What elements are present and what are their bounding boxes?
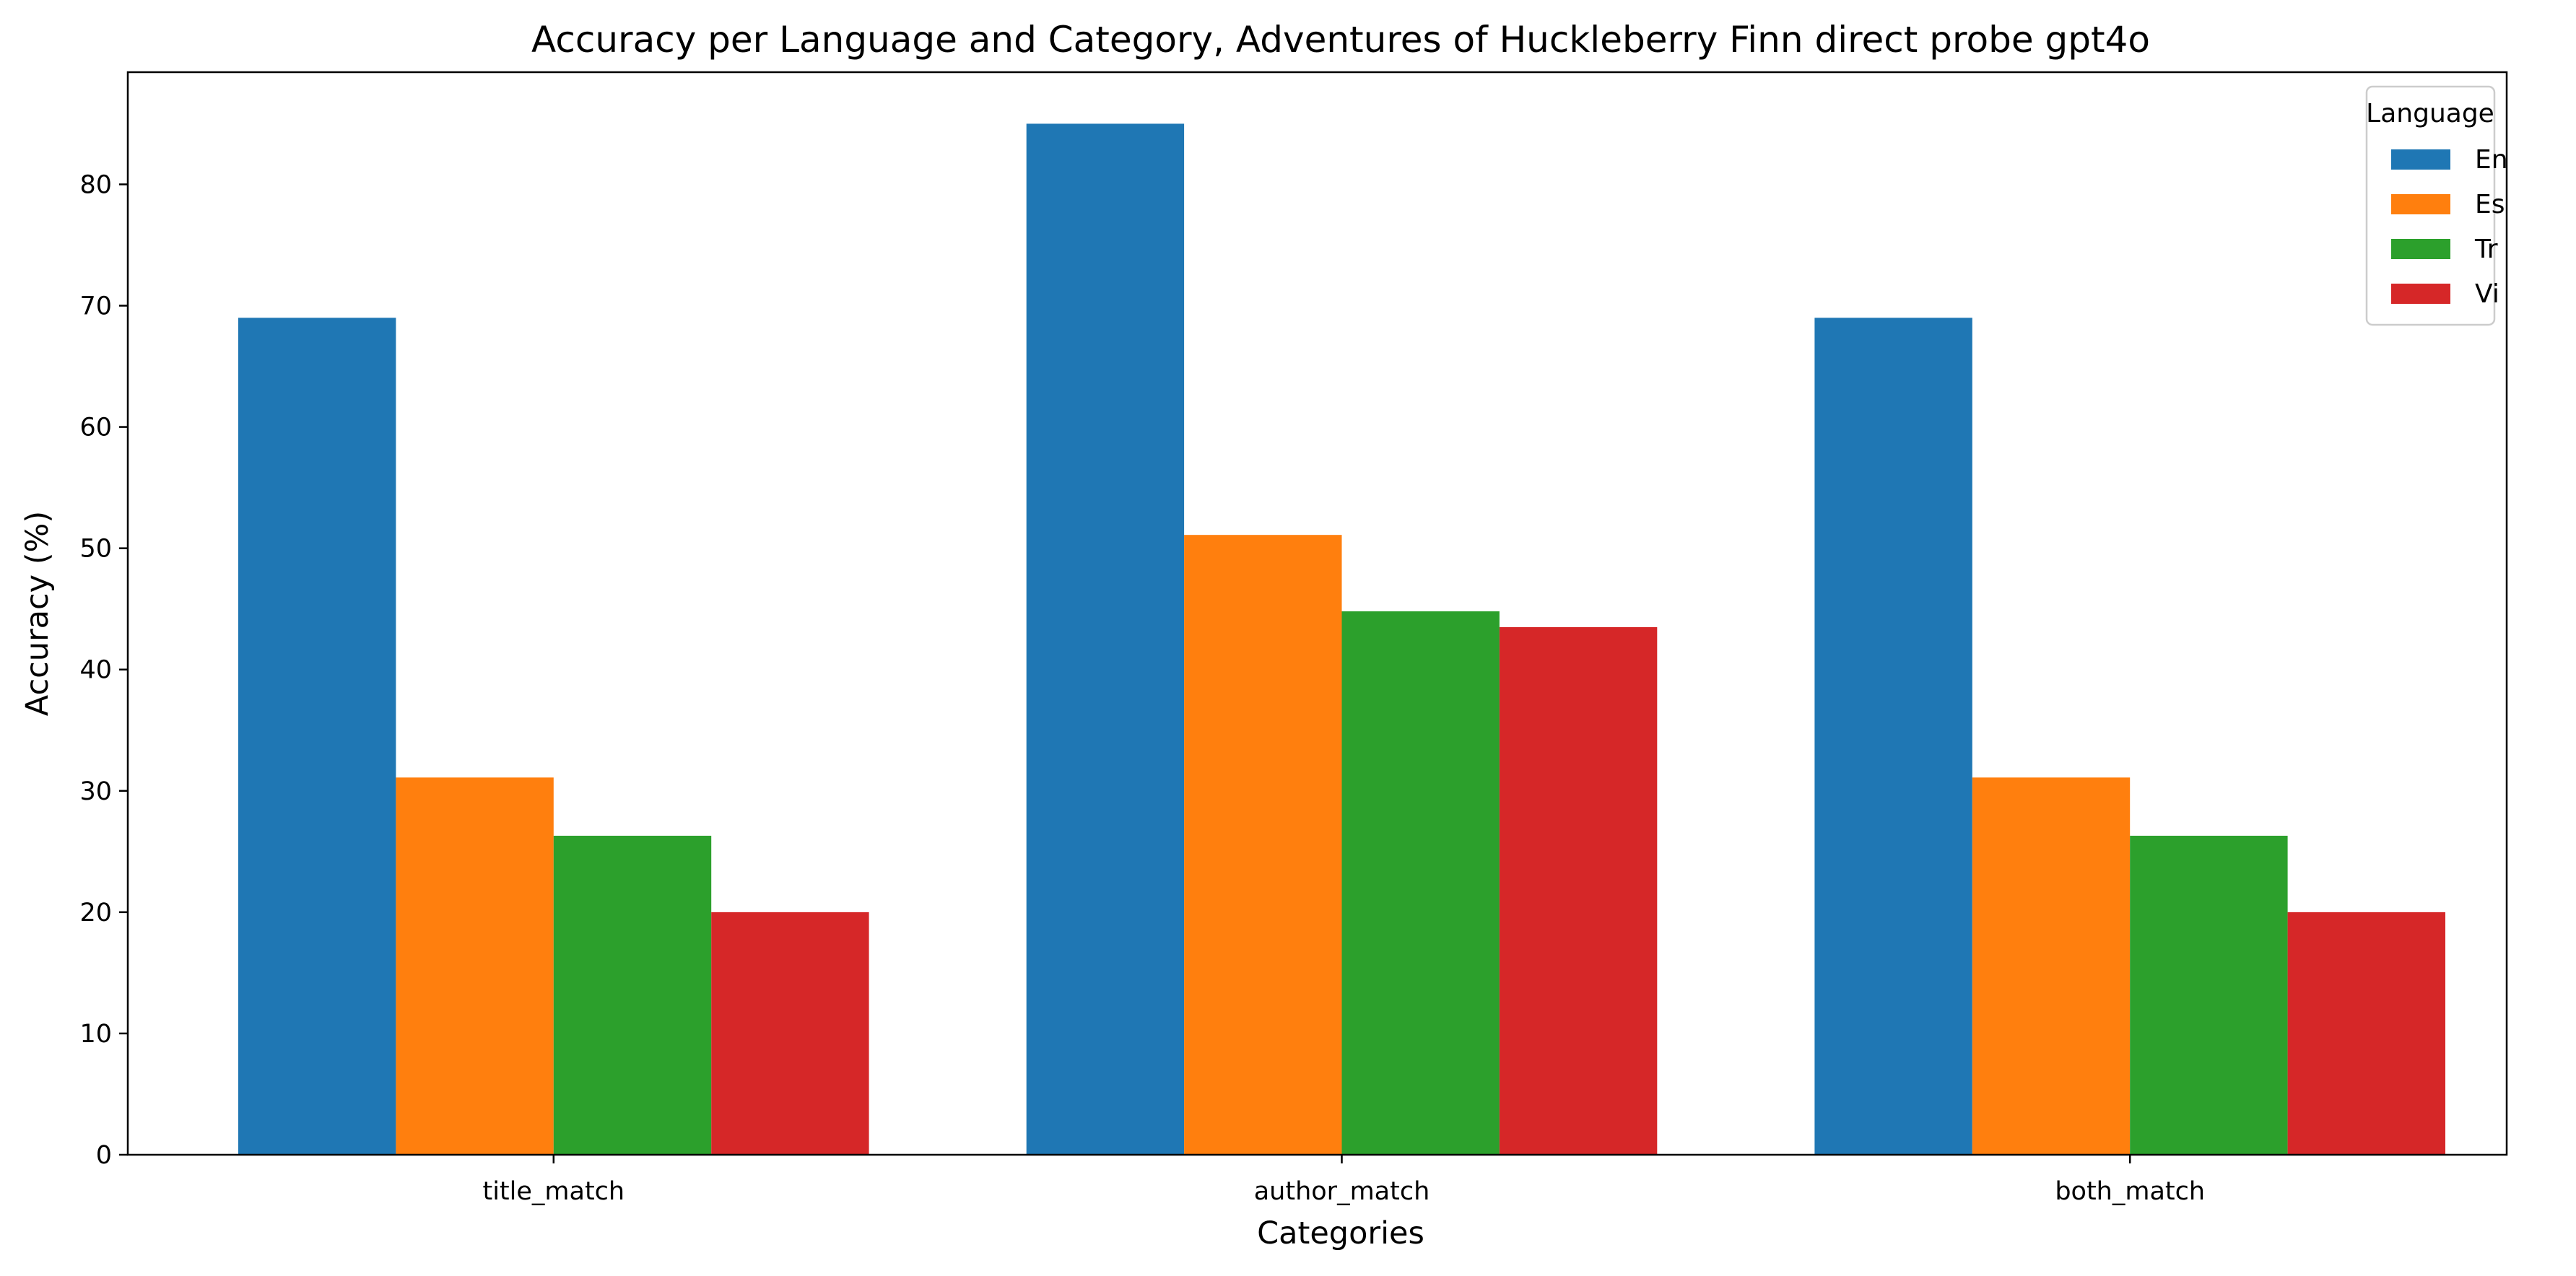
- plot-frame: [126, 71, 2508, 1156]
- bar-title-match-tr: [553, 835, 712, 1155]
- y-tick-label-50: 50: [79, 535, 112, 564]
- bar-title-match-es: [396, 777, 554, 1155]
- y-axis-label: Accuracy (%): [19, 511, 56, 716]
- y-axis: 0 10 20 30 40 50 60 70 80: [79, 170, 128, 1170]
- bar-both-match-vi: [2287, 912, 2445, 1155]
- bar-author-match-vi: [1499, 626, 1658, 1155]
- bar-title-match-en: [238, 318, 396, 1155]
- y-tick-label-0: 0: [96, 1141, 112, 1170]
- y-tick-label-20: 20: [79, 899, 112, 927]
- bar-both-match-tr: [2130, 835, 2288, 1155]
- y-tick-label-80: 80: [79, 170, 112, 199]
- legend-title: Language: [2366, 99, 2494, 128]
- x-tick-label-author-match: author_match: [1254, 1177, 1430, 1206]
- y-tick-label-60: 60: [79, 414, 112, 442]
- y-tick-label-30: 30: [79, 777, 112, 806]
- legend-entries: En Es Tr Vi: [2391, 145, 2508, 309]
- bar-title-match-vi: [711, 912, 869, 1155]
- bar-author-match-tr: [1341, 611, 1500, 1155]
- legend-label-es: Es: [2475, 190, 2505, 219]
- legend-swatch-es: [2391, 194, 2450, 214]
- x-axis: title_match author_match both_match: [482, 1155, 2205, 1206]
- legend-swatch-tr: [2391, 239, 2450, 259]
- bars-layer: [238, 123, 2445, 1155]
- y-tick-label-10: 10: [79, 1020, 112, 1049]
- x-axis-label: Categories: [1257, 1215, 1424, 1251]
- legend-label-en: En: [2475, 145, 2508, 175]
- bar-author-match-es: [1184, 535, 1342, 1155]
- y-tick-label-40: 40: [79, 656, 112, 685]
- legend-label-tr: Tr: [2474, 235, 2498, 264]
- x-tick-label-both-match: both_match: [2055, 1177, 2205, 1206]
- legend-label-vi: Vi: [2475, 279, 2499, 309]
- y-tick-label-70: 70: [79, 292, 112, 321]
- bar-both-match-en: [1814, 318, 1972, 1155]
- bar-author-match-en: [1026, 123, 1185, 1155]
- x-tick-label-title-match: title_match: [482, 1177, 625, 1206]
- legend-swatch-en: [2391, 149, 2450, 170]
- chart-title: Accuracy per Language and Category, Adve…: [531, 19, 2150, 61]
- bar-both-match-es: [1972, 777, 2131, 1155]
- legend-swatch-vi: [2391, 284, 2450, 304]
- legend: Language En Es Tr Vi: [2365, 85, 2508, 326]
